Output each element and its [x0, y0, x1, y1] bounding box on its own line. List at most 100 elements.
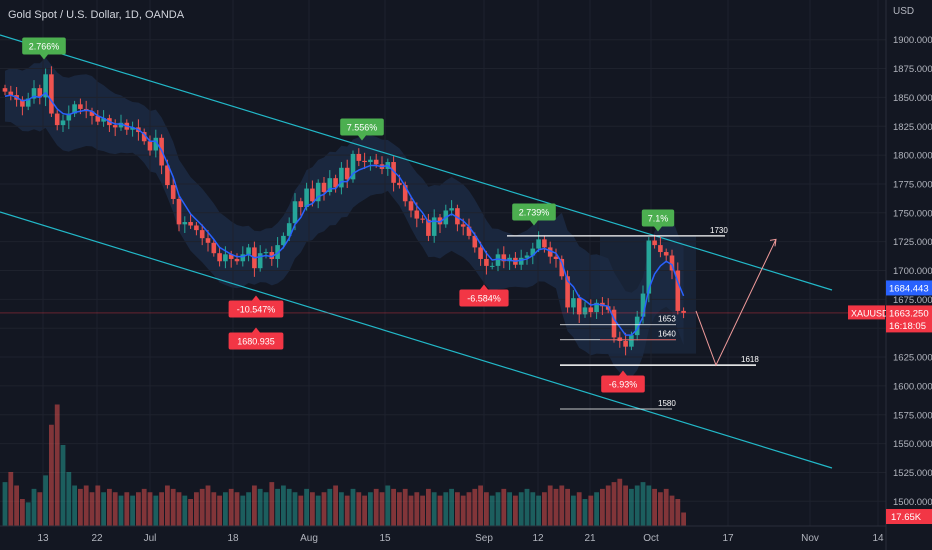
- annotation-badge-bg: [228, 300, 284, 318]
- volume-bar: [194, 492, 199, 526]
- countdown-text: 16:18:05: [889, 321, 926, 332]
- candle-body: [170, 185, 176, 199]
- candle-body: [356, 153, 362, 161]
- price-tick: 1700.000: [893, 266, 932, 277]
- volume-bar: [402, 488, 408, 526]
- annotation-badge-bg: [340, 118, 384, 136]
- price-tags: 1684.443 XAUUSD 1663.250 16:18:05 17.65K: [848, 280, 932, 524]
- volume-bar: [315, 495, 321, 526]
- candle-body: [269, 252, 275, 259]
- candle-body: [130, 127, 135, 130]
- price-tick: 1625.000: [893, 353, 932, 364]
- volume-bar: [246, 492, 251, 526]
- volume-bar: [547, 485, 553, 526]
- candle-body: [420, 218, 425, 220]
- candle-body: [675, 270, 681, 311]
- time-tick: 17: [722, 533, 734, 544]
- time-axis[interactable]: 13 22 Jul 18 Aug 15 Sep 12 21 Oct 17 Nov 14: [0, 525, 886, 544]
- volume-bar: [72, 485, 77, 526]
- price-tick: 1600.000: [893, 381, 932, 392]
- volume-bar: [582, 499, 588, 526]
- volume-bar: [176, 492, 182, 526]
- annotation-badge-bg: [641, 209, 675, 227]
- candle-body: [37, 88, 43, 98]
- candle-body: [182, 222, 188, 225]
- price-tick: 1550.000: [893, 439, 932, 450]
- volume-bar: [507, 492, 512, 526]
- annotation-pointer: [530, 220, 538, 226]
- candle-body: [542, 239, 547, 248]
- volume-bar: [646, 485, 652, 526]
- volume-bar: [368, 492, 373, 526]
- volume-bar: [431, 492, 437, 526]
- volume-bar: [8, 472, 14, 526]
- volume-bar: [339, 492, 344, 526]
- candle-body: [281, 235, 286, 246]
- volume-tag: [886, 509, 932, 524]
- volume-bar: [553, 488, 559, 526]
- price-tick: 1575.000: [893, 410, 932, 421]
- annotation-pointer: [40, 54, 48, 60]
- candle-body: [194, 225, 199, 231]
- volume-bar: [159, 492, 164, 526]
- volume-bar: [310, 492, 315, 526]
- candle-body: [408, 201, 414, 211]
- volume-bar: [449, 488, 454, 526]
- candle-body: [31, 88, 37, 99]
- projection-path: [695, 239, 777, 367]
- volume-bar: [25, 502, 31, 526]
- candle-body: [449, 208, 454, 211]
- volume-bar: [281, 485, 286, 526]
- volume-bar: [14, 485, 19, 526]
- trend-channel: [0, 34, 833, 469]
- time-tick: 15: [379, 533, 391, 544]
- annotation-badge-bg: [601, 375, 645, 393]
- volume-bar: [420, 495, 425, 526]
- volume-bar: [675, 499, 681, 526]
- volume-bar: [385, 485, 391, 526]
- volume-bar: [443, 492, 449, 526]
- volume-bar: [681, 512, 686, 526]
- volume-bar: [379, 492, 385, 526]
- candle-body: [495, 254, 501, 266]
- volume-bar: [136, 492, 141, 526]
- candle-body: [646, 240, 652, 294]
- candle-body: [339, 167, 344, 188]
- candle-body: [118, 122, 124, 128]
- price-tick: 1750.000: [893, 208, 932, 219]
- candle-body: [298, 201, 304, 208]
- candle-body: [49, 74, 54, 114]
- volume-bar: [617, 478, 623, 526]
- volume-bar: [600, 488, 605, 526]
- volume-bar: [275, 488, 280, 526]
- annotation-badge-bg: [228, 332, 284, 350]
- moving-average: [4, 91, 685, 336]
- volume-bar: [495, 492, 501, 526]
- volume-bar: [269, 482, 275, 526]
- volume-bar: [426, 488, 431, 526]
- volume-bar: [252, 485, 257, 526]
- volume-bar: [344, 495, 350, 526]
- volume-bar: [107, 488, 112, 526]
- volume-bar: [333, 485, 338, 526]
- candle-body: [263, 252, 269, 254]
- volume-bar: [397, 492, 402, 526]
- annotation-pointer: [252, 327, 260, 333]
- candle-body: [466, 226, 472, 236]
- volume-bar: [373, 488, 379, 526]
- annotation-badge-bg: [459, 289, 509, 307]
- level-label-1618: 1618: [741, 355, 759, 364]
- volume-bar: [629, 488, 634, 526]
- candle-body: [89, 111, 95, 116]
- volume-bar: [20, 499, 25, 526]
- volume-bar: [292, 492, 298, 526]
- candle-body: [472, 235, 478, 248]
- candle-body: [8, 91, 14, 96]
- candle-body: [536, 239, 541, 249]
- candle-body: [217, 253, 222, 262]
- price-axis[interactable]: 1900.000 1875.000 1850.000 1825.000 1800.000…: [885, 0, 932, 550]
- volume-bar: [478, 485, 483, 526]
- annotation-badge: 1680.935: [228, 327, 284, 350]
- time-tick: 21: [584, 533, 596, 544]
